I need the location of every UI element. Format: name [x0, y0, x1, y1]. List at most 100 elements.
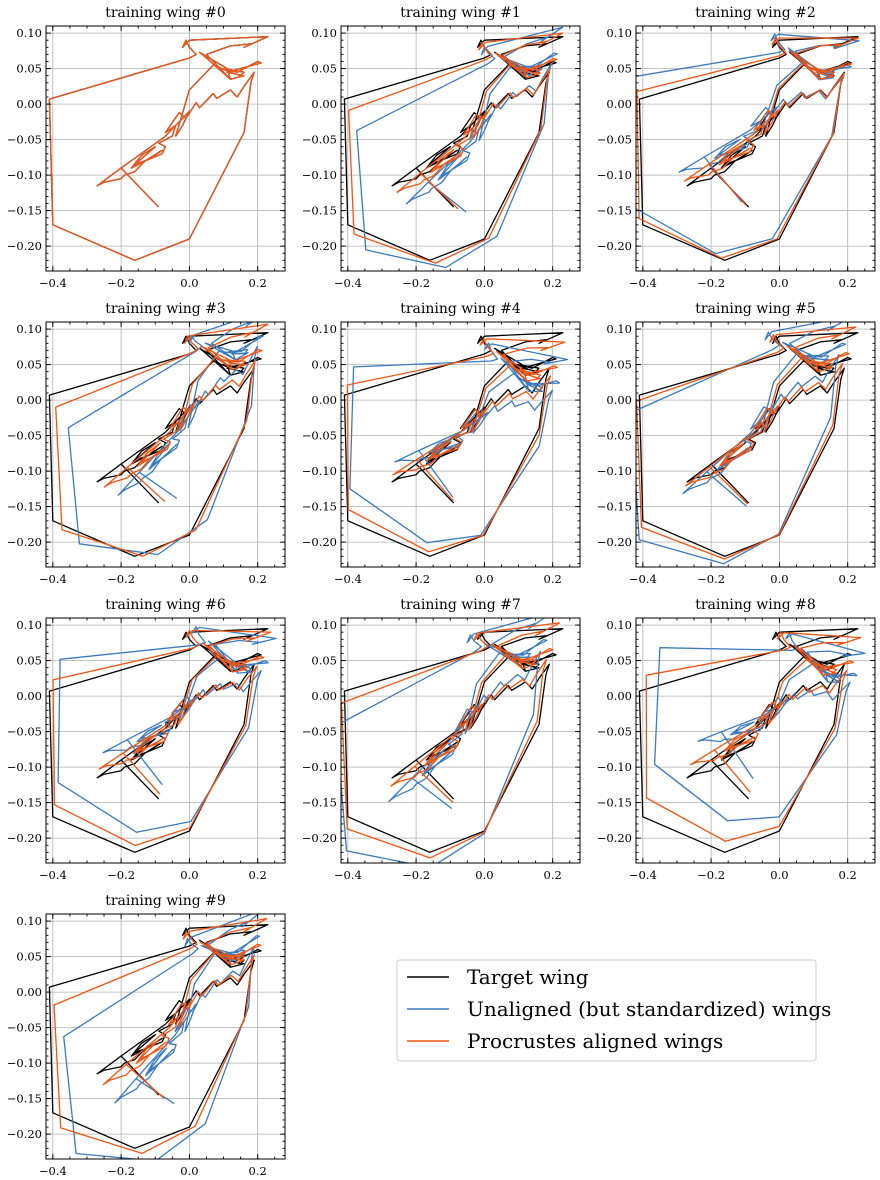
x-tick-label: 0.0	[180, 868, 198, 882]
series-unaligned-wing	[356, 26, 564, 269]
y-tick-label: −0.20	[7, 1127, 42, 1141]
y-tick-label: −0.20	[597, 831, 632, 845]
x-tick-label: 0.2	[839, 276, 857, 290]
y-tick-label: 0.10	[311, 322, 337, 336]
y-tick-label: −0.20	[597, 239, 632, 253]
subplot-3: training wing #3 −0.4 −0.2 0.0 0.2 0.10 0.05 0.…	[7, 301, 286, 586]
x-tick-label: 0.2	[544, 572, 562, 586]
y-tick-label: 0.00	[311, 97, 337, 111]
series-unaligned-wing	[67, 322, 264, 556]
y-tick-label: −0.05	[302, 725, 337, 739]
x-tick-label: −0.2	[107, 572, 135, 586]
x-tick-label: −0.2	[402, 572, 430, 586]
subplot-2: training wing #2 −0.4 −0.2 0.0 0.2 0.10 0.05 0.…	[597, 5, 876, 290]
series-aligned-wing	[48, 36, 269, 261]
y-tick-label: 0.05	[606, 358, 632, 372]
subplot-title: training wing #9	[105, 893, 226, 909]
x-tick-label: 0.2	[249, 276, 267, 290]
x-tick-label: −0.2	[107, 1164, 135, 1178]
axes-frame	[45, 321, 286, 568]
y-tick-label: −0.15	[302, 204, 337, 218]
y-tick-label: −0.10	[7, 168, 42, 182]
series-aligned-wing	[346, 337, 566, 553]
y-tick-label: −0.05	[7, 1021, 42, 1035]
subplot-title: training wing #4	[400, 301, 521, 317]
legend: Target wing Unaligned (but standardized)…	[396, 959, 831, 1062]
series-aligned-wing	[645, 631, 862, 842]
axes-frame	[635, 25, 876, 272]
x-tick-label: 0.2	[839, 572, 857, 586]
x-tick-label: −0.2	[697, 276, 725, 290]
legend-label-target: Target wing	[467, 965, 589, 989]
x-tick-label: −0.4	[334, 868, 362, 882]
y-tick-label: 0.00	[311, 689, 337, 703]
y-tick-label: −0.15	[7, 204, 42, 218]
y-tick-label: −0.20	[302, 831, 337, 845]
y-tick-label: 0.10	[311, 26, 337, 40]
y-tick-label: −0.05	[597, 429, 632, 443]
series-unaligned-wing	[636, 322, 847, 565]
x-tick-label: 0.2	[839, 868, 857, 882]
y-tick-label: 0.00	[16, 97, 42, 111]
axes-frame	[635, 321, 876, 568]
y-tick-label: −0.10	[7, 464, 42, 478]
x-tick-label: −0.4	[334, 572, 362, 586]
x-tick-label: −0.4	[629, 868, 657, 882]
y-tick-label: −0.10	[7, 760, 42, 774]
x-tick-label: −0.2	[107, 868, 135, 882]
series-aligned-wing	[52, 629, 272, 847]
series-aligned-wing	[636, 326, 857, 560]
subplot-8: training wing #8 −0.4 −0.2 0.0 0.2 0.10 0.05 0.…	[597, 597, 876, 882]
subplot-title: training wing #5	[695, 301, 816, 317]
series-aligned-wing	[55, 323, 269, 557]
x-tick-label: 0.0	[770, 276, 788, 290]
x-tick-label: −0.4	[629, 276, 657, 290]
y-tick-label: −0.15	[302, 796, 337, 810]
y-tick-label: −0.10	[302, 464, 337, 478]
y-tick-label: 0.05	[311, 654, 337, 668]
y-tick-label: 0.10	[16, 914, 42, 928]
axes-frame	[340, 25, 581, 272]
y-tick-label: −0.15	[597, 500, 632, 514]
x-tick-label: 0.0	[180, 276, 198, 290]
y-tick-label: 0.05	[311, 358, 337, 372]
x-tick-label: 0.0	[770, 572, 788, 586]
y-tick-label: −0.10	[597, 464, 632, 478]
y-tick-label: −0.10	[597, 760, 632, 774]
x-tick-label: −0.2	[402, 276, 430, 290]
x-tick-label: 0.0	[475, 868, 493, 882]
y-tick-label: 0.10	[606, 322, 632, 336]
y-tick-label: −0.05	[597, 725, 632, 739]
y-tick-label: 0.00	[606, 393, 632, 407]
y-tick-label: 0.00	[606, 97, 632, 111]
y-tick-label: −0.15	[302, 500, 337, 514]
y-tick-label: 0.05	[311, 62, 337, 76]
y-tick-label: 0.05	[16, 654, 42, 668]
y-tick-label: 0.05	[606, 62, 632, 76]
y-tick-label: −0.15	[7, 796, 42, 810]
y-tick-label: 0.00	[311, 393, 337, 407]
subplot-title: training wing #1	[400, 5, 521, 21]
y-tick-label: −0.05	[7, 725, 42, 739]
x-tick-label: −0.4	[629, 572, 657, 586]
x-tick-label: −0.2	[107, 276, 135, 290]
legend-label-aligned: Procrustes aligned wings	[467, 1029, 723, 1053]
y-tick-label: −0.20	[7, 239, 42, 253]
y-tick-label: 0.10	[606, 618, 632, 632]
series-aligned-wing	[341, 622, 561, 859]
y-tick-label: −0.15	[597, 204, 632, 218]
series-unaligned-wing	[57, 626, 277, 833]
x-tick-label: −0.2	[697, 868, 725, 882]
subplot-9: training wing #9 −0.4 −0.2 0.0 0.2 0.10 0.05 0.…	[7, 893, 286, 1178]
y-tick-label: −0.10	[302, 760, 337, 774]
x-tick-label: −0.4	[39, 868, 67, 882]
y-tick-label: 0.10	[606, 26, 632, 40]
y-tick-label: −0.20	[302, 239, 337, 253]
x-tick-label: 0.0	[770, 868, 788, 882]
series-target-wing	[48, 332, 269, 557]
y-tick-label: −0.05	[597, 133, 632, 147]
subplot-title: training wing #0	[105, 5, 226, 21]
y-tick-label: −0.20	[302, 535, 337, 549]
y-tick-label: −0.05	[7, 133, 42, 147]
y-tick-label: 0.10	[16, 322, 42, 336]
